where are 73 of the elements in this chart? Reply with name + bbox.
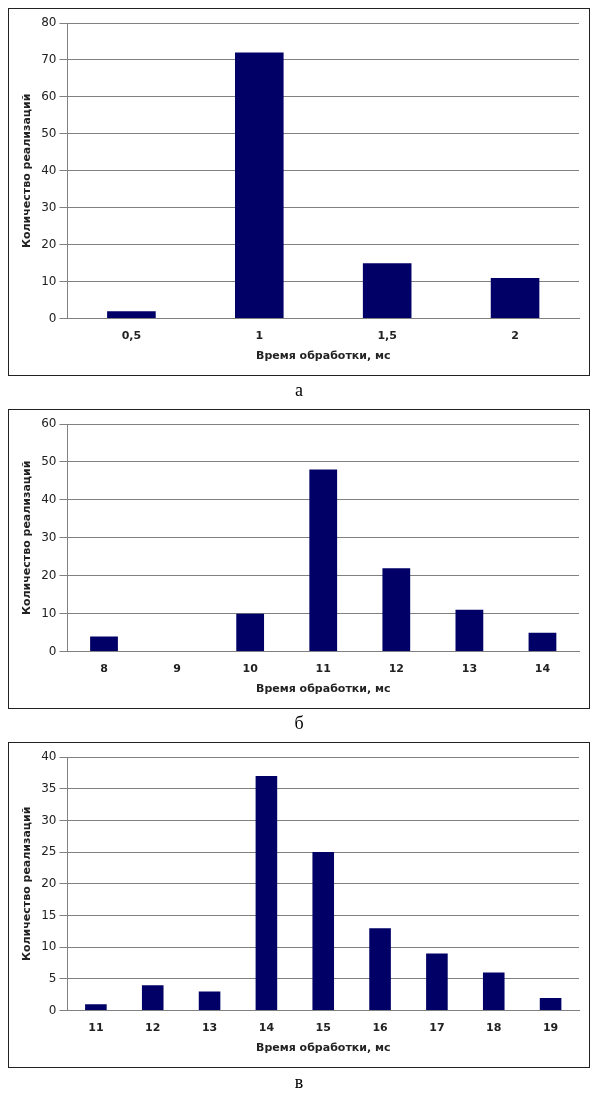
y-tick-label: 30 — [41, 812, 57, 827]
bar — [426, 953, 448, 1011]
bar — [528, 632, 557, 652]
y-tick-label: 50 — [41, 125, 57, 140]
x-tick-label: 14 — [258, 1021, 275, 1035]
bar — [312, 852, 335, 1011]
y-tick-label: 10 — [41, 273, 57, 288]
bar — [455, 609, 484, 652]
y-tick-label: 60 — [41, 89, 57, 104]
y-tick-label: 0 — [48, 1002, 57, 1017]
text: б — [293, 713, 305, 734]
x-tick-label: 13 — [201, 1021, 218, 1035]
y-tick-label: 60 — [41, 416, 57, 431]
bar — [369, 928, 391, 1011]
x-tick-label: 12 — [388, 662, 404, 676]
bar — [235, 52, 284, 319]
y-tick-label: 70 — [41, 52, 57, 67]
bar — [482, 972, 505, 1011]
x-tick-label: 8 — [100, 662, 108, 676]
y-tick-label: 20 — [41, 567, 57, 582]
y-tick-label: 40 — [41, 749, 57, 764]
bar — [362, 263, 412, 319]
bar — [255, 776, 278, 1011]
x-tick-label: 12 — [145, 1021, 161, 1035]
x-tick-label: 13 — [461, 662, 478, 676]
x-tick-label: 11 — [315, 662, 331, 676]
text: в — [293, 1072, 305, 1093]
y-tick-label: 80 — [41, 15, 57, 30]
text: а — [294, 380, 304, 401]
x-axis-title: Время обработки, мс — [256, 682, 391, 696]
y-axis-title: Количество реализаций — [20, 460, 34, 616]
y-tick-label: 40 — [41, 491, 57, 506]
x-tick-label: 17 — [429, 1021, 445, 1035]
bar — [382, 568, 411, 652]
y-tick-label: 35 — [41, 780, 57, 795]
bar — [236, 613, 265, 652]
x-axis-title: Время обработки, мс — [256, 1041, 391, 1055]
bar — [85, 1004, 107, 1011]
bar — [539, 997, 562, 1011]
bar — [309, 469, 338, 652]
y-tick-label: 10 — [41, 605, 57, 620]
y-tick-label: 30 — [41, 529, 57, 544]
x-tick-label: 9 — [173, 662, 181, 676]
y-tick-label: 15 — [41, 907, 57, 922]
x-tick-label: 11 — [88, 1021, 104, 1035]
x-tick-label: 16 — [372, 1021, 389, 1035]
y-tick-label: 25 — [41, 844, 57, 859]
x-tick-label: 2 — [511, 329, 519, 343]
y-tick-label: 10 — [41, 939, 57, 954]
x-axis-title: Время обработки, мс — [256, 349, 391, 363]
y-tick-label: 40 — [41, 162, 57, 177]
x-tick-label: 18 — [486, 1021, 502, 1035]
y-tick-label: 20 — [41, 236, 57, 251]
x-tick-label: 10 — [242, 662, 259, 676]
x-tick-label: 15 — [315, 1021, 331, 1035]
y-tick-label: 50 — [41, 454, 57, 469]
bar — [198, 991, 221, 1011]
y-tick-label: 30 — [41, 199, 57, 214]
x-tick-label: 19 — [542, 1021, 559, 1035]
bar — [90, 636, 118, 652]
y-tick-label: 0 — [48, 643, 57, 658]
bar — [490, 277, 540, 319]
x-tick-label: 1 — [255, 329, 264, 343]
x-tick-label: 0,5 — [121, 329, 142, 343]
y-axis-title: Количество реализаций — [20, 806, 34, 962]
y-tick-label: 0 — [48, 310, 57, 325]
y-tick-label: 5 — [48, 971, 57, 986]
x-tick-label: 14 — [534, 662, 551, 676]
y-tick-label: 20 — [41, 875, 57, 890]
bar — [107, 311, 156, 319]
y-axis-title: Количество реализаций — [20, 93, 34, 249]
bar — [141, 985, 164, 1011]
x-tick-label: 1,5 — [377, 329, 397, 343]
